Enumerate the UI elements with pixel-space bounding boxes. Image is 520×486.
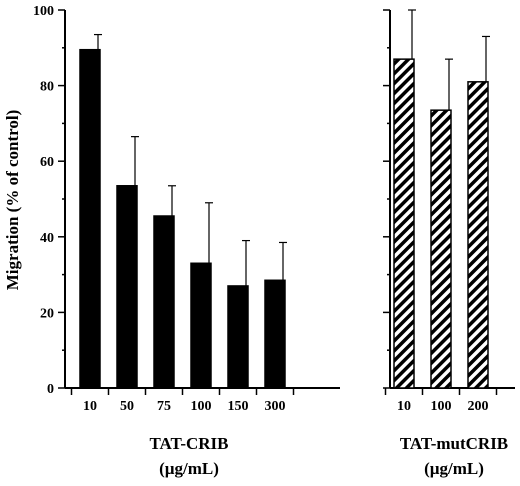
x-tick-label: 75 <box>157 399 171 414</box>
y-tick-label: 0 <box>47 382 54 397</box>
bar-tat-crib-75 <box>153 215 175 389</box>
y-tick-label: 100 <box>33 4 54 19</box>
group-label-tat-crib-units: (µg/mL) <box>159 459 219 478</box>
group-label-tat-mutcrib: TAT-mutCRIB <box>400 434 508 453</box>
x-tick-label: 10 <box>83 399 97 414</box>
bar-tat-mutcrib-10 <box>393 58 415 389</box>
group-label-tat-crib: TAT-CRIB <box>149 434 228 453</box>
bar-tat-crib-10 <box>79 48 101 389</box>
bar-tat-crib-300 <box>264 279 286 389</box>
y-tick-label: 60 <box>40 155 54 170</box>
y-tick-label: 40 <box>40 231 54 246</box>
bar-tat-crib-100 <box>190 262 212 389</box>
x-tick-label: 50 <box>120 399 134 414</box>
y-tick-label: 80 <box>40 80 54 95</box>
bar-tat-mutcrib-100 <box>430 109 452 389</box>
bar-tat-mutcrib-200 <box>467 81 489 389</box>
y-tick-label: 20 <box>40 306 54 321</box>
x-tick-label: 100 <box>191 399 212 414</box>
bar-tat-crib-150 <box>227 285 249 389</box>
x-tick-label: 300 <box>265 399 286 414</box>
group-label-tat-mutcrib-units: (µg/mL) <box>424 459 484 478</box>
panel-tat-mutcrib: 10 100 200 <box>383 9 515 414</box>
y-axis-label: Migration (% of control) <box>3 110 22 291</box>
x-tick-label: 100 <box>431 399 452 414</box>
panel-tat-crib: 0 20 40 60 80 100 10 50 75 100 150 300 <box>33 4 340 414</box>
bar-tat-crib-50 <box>116 185 138 389</box>
x-tick-label: 150 <box>228 399 249 414</box>
x-tick-label: 10 <box>397 399 411 414</box>
x-tick-label: 200 <box>468 399 489 414</box>
